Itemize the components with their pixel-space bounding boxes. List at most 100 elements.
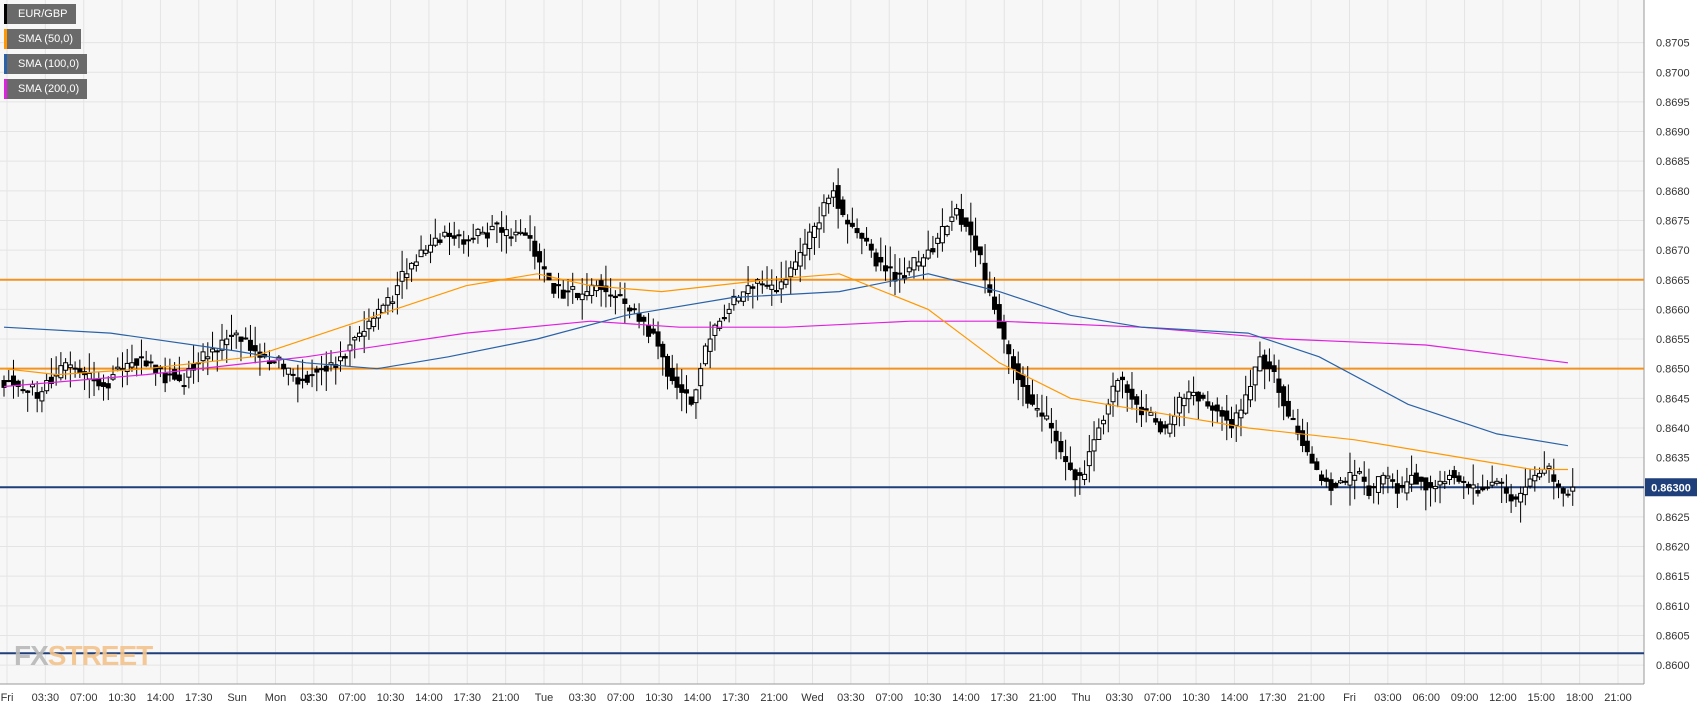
candle-body xyxy=(1447,474,1453,480)
candle-body xyxy=(1238,409,1244,419)
candle-body xyxy=(774,290,780,293)
candle-body xyxy=(1063,456,1069,463)
candle-body xyxy=(641,316,647,322)
legend-item-sma200[interactable]: SMA (200,0) xyxy=(4,79,88,99)
y-tick-label: 0.8705 xyxy=(1656,38,1690,50)
x-tick-label: Wed xyxy=(801,692,823,704)
candle-body xyxy=(323,365,329,372)
candle-body xyxy=(39,391,45,402)
candle-body xyxy=(636,312,642,322)
legend-item-sma100[interactable]: SMA (100,0) xyxy=(4,54,88,74)
y-tick-label: 0.8615 xyxy=(1656,571,1690,583)
chart-legend: EUR/GBP SMA (50,0) SMA (100,0) SMA (200,… xyxy=(4,4,88,104)
candle-body xyxy=(63,362,69,371)
x-tick-label: 17:30 xyxy=(722,692,750,704)
candle-body xyxy=(736,297,742,302)
candle-body xyxy=(1494,480,1500,484)
x-tick-label: Sun xyxy=(227,692,247,704)
candle-body xyxy=(77,368,83,374)
candle-body xyxy=(1200,394,1206,399)
x-tick-label: 07:00 xyxy=(1144,692,1172,704)
candle-body xyxy=(1342,480,1348,483)
candle-body xyxy=(15,380,21,387)
candle-body xyxy=(925,249,931,259)
candle-body xyxy=(1475,490,1481,494)
candle-body xyxy=(1508,494,1514,502)
candle-body xyxy=(1214,404,1220,412)
y-tick-label: 0.8645 xyxy=(1656,393,1690,405)
plot-background xyxy=(0,0,1644,684)
candle-body xyxy=(759,283,765,286)
candle-body xyxy=(172,369,178,380)
candle-body xyxy=(58,365,64,379)
candle-body xyxy=(532,240,538,257)
candle-body xyxy=(807,231,813,250)
candle-body xyxy=(1243,394,1249,414)
candle-body xyxy=(551,283,557,294)
candle-body xyxy=(1470,484,1476,489)
candle-body xyxy=(1556,483,1562,488)
candle-body xyxy=(475,228,481,237)
candle-body xyxy=(399,270,405,282)
candle-body xyxy=(721,316,727,320)
candle-body xyxy=(1224,410,1230,421)
candle-body xyxy=(1143,408,1149,411)
candle-body xyxy=(935,237,941,244)
candle-body xyxy=(138,356,144,359)
candle-body xyxy=(489,225,495,231)
candle-body xyxy=(105,383,111,389)
candle-body xyxy=(271,361,277,364)
candle-body xyxy=(1281,386,1287,407)
sma50-line xyxy=(3,273,1568,471)
candle-body xyxy=(1186,391,1192,400)
candle-body xyxy=(1191,391,1197,397)
candle-body xyxy=(1361,476,1367,482)
y-tick-label: 0.8620 xyxy=(1656,542,1690,554)
candle-body xyxy=(674,376,680,388)
candle-body xyxy=(579,293,585,301)
candle-body xyxy=(281,363,287,370)
x-tick-label: 21:00 xyxy=(760,692,788,704)
candle-body xyxy=(371,317,377,328)
legend-item-eurgbp[interactable]: EUR/GBP xyxy=(4,4,76,24)
candle-body xyxy=(1001,321,1007,340)
candle-body xyxy=(1356,471,1362,474)
x-tick-label: 07:00 xyxy=(607,692,635,704)
candle-body xyxy=(1437,480,1443,486)
candle-body xyxy=(717,320,723,329)
candle-body xyxy=(1010,356,1016,370)
candle-body xyxy=(1034,408,1040,411)
candle-body xyxy=(1044,415,1050,420)
candle-body xyxy=(205,356,211,360)
candle-body xyxy=(778,281,784,290)
candle-body xyxy=(826,197,832,205)
candle-body xyxy=(750,286,756,289)
candle-body xyxy=(816,222,822,230)
candle-body xyxy=(1484,486,1490,489)
candle-body xyxy=(1110,385,1116,403)
candle-body xyxy=(1067,462,1073,470)
candle-body xyxy=(1262,354,1268,370)
candle-body xyxy=(1115,380,1121,392)
legend-swatch-eurgbp xyxy=(4,4,7,24)
candle-body xyxy=(802,243,808,256)
candle-body xyxy=(285,367,291,375)
candle-body xyxy=(840,199,846,216)
candle-body xyxy=(977,246,983,256)
candle-body xyxy=(428,244,434,253)
legend-item-sma50[interactable]: SMA (50,0) xyxy=(4,29,82,49)
x-tick-label: 14:00 xyxy=(147,692,175,704)
candle-body xyxy=(944,225,950,236)
x-tick-label: Tue xyxy=(535,692,554,704)
legend-label-sma100: SMA (100,0) xyxy=(18,58,80,70)
legend-swatch-sma100 xyxy=(4,54,7,74)
candle-body xyxy=(1247,385,1253,401)
candle-body xyxy=(252,345,258,352)
candle-body xyxy=(1053,430,1059,442)
candle-body xyxy=(1489,481,1495,486)
candle-body xyxy=(200,351,206,362)
x-tick-label: 12:00 xyxy=(1489,692,1517,704)
x-tick-label: 09:00 xyxy=(1451,692,1479,704)
candle-body xyxy=(1072,469,1078,481)
candle-body xyxy=(91,379,97,382)
